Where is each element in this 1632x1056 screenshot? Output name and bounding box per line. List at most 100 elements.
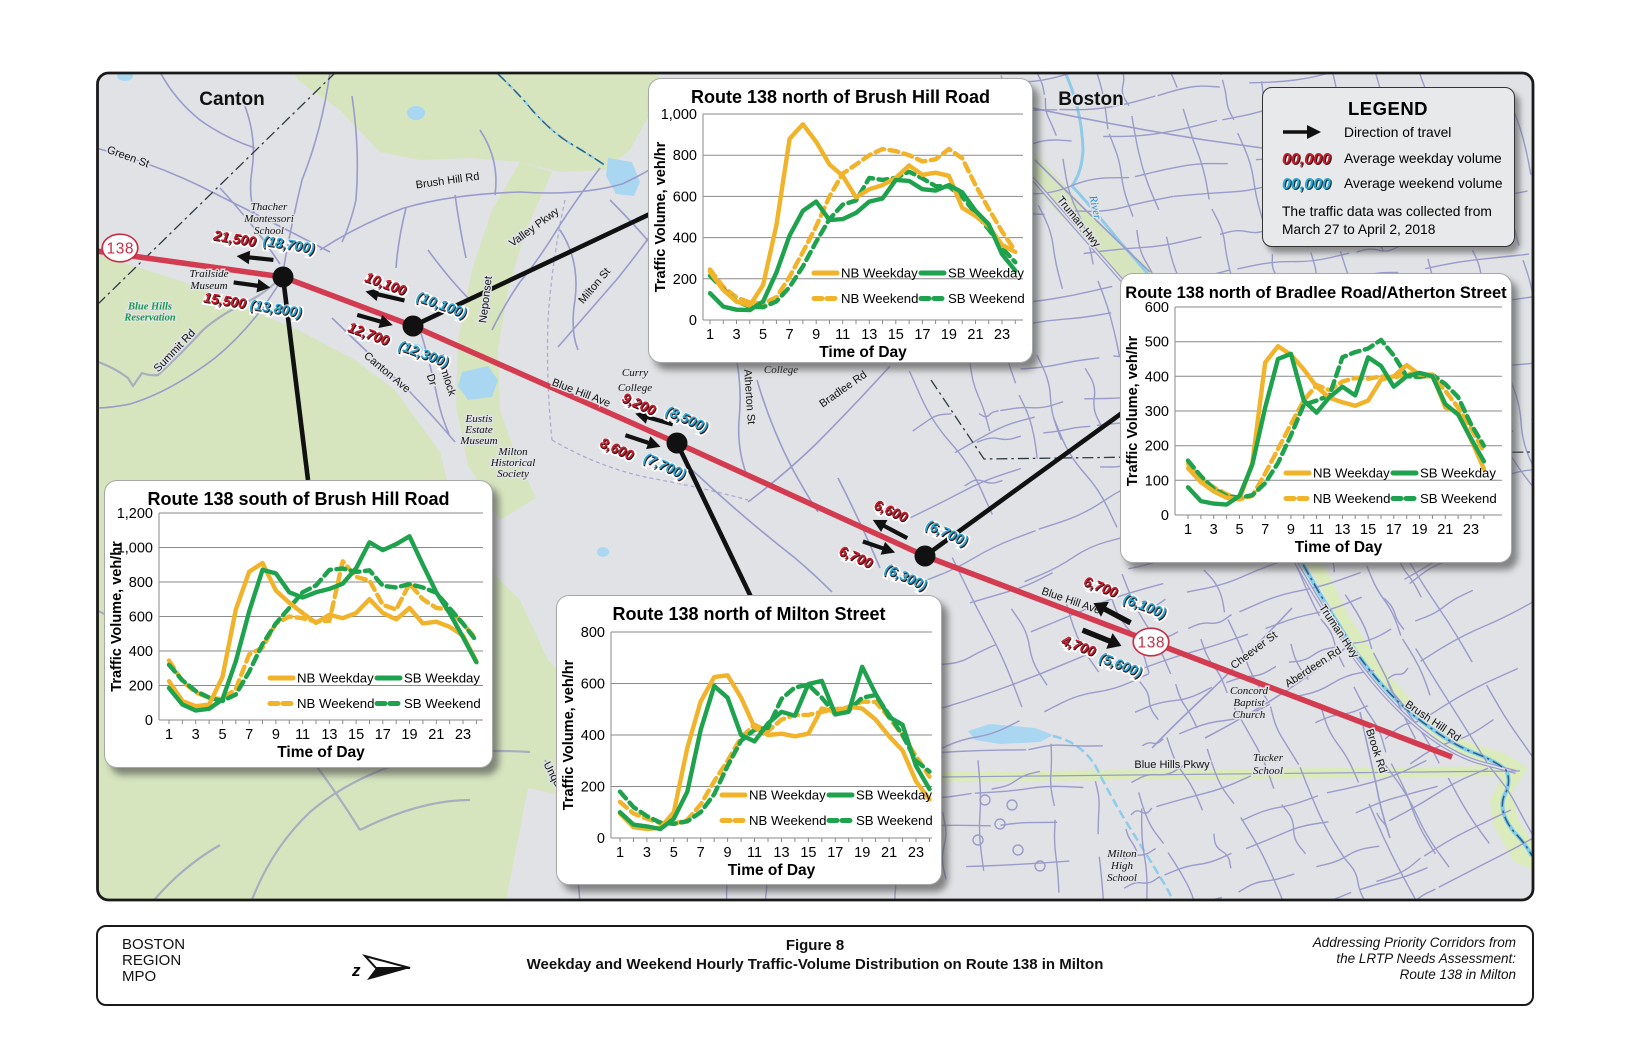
svg-text:7: 7 (786, 327, 794, 343)
svg-text:13: 13 (861, 327, 877, 343)
svg-text:17: 17 (375, 727, 391, 743)
svg-text:15: 15 (1360, 522, 1376, 538)
svg-text:1: 1 (165, 727, 173, 743)
svg-text:23: 23 (908, 845, 924, 861)
svg-text:300: 300 (1145, 404, 1169, 420)
svg-text:600: 600 (673, 189, 697, 205)
svg-text:Traffic Volume, veh/hr: Traffic Volume, veh/hr (653, 141, 669, 292)
svg-text:Blue Hills: Blue Hills (127, 302, 172, 313)
svg-text:15: 15 (800, 845, 816, 861)
svg-text:Trailside: Trailside (189, 268, 228, 280)
svg-text:13: 13 (1334, 522, 1350, 538)
svg-text:21: 21 (1437, 522, 1453, 538)
svg-text:5: 5 (1235, 522, 1243, 538)
svg-text:Church: Church (1233, 709, 1266, 721)
svg-text:The traffic data was collected: The traffic data was collected from (1282, 204, 1492, 219)
svg-text:SB Weekday: SB Weekday (948, 266, 1024, 281)
svg-text:5: 5 (670, 845, 678, 861)
svg-text:7: 7 (245, 727, 253, 743)
svg-text:1,000: 1,000 (117, 541, 153, 557)
svg-text:Reservation: Reservation (123, 313, 175, 324)
svg-text:400: 400 (1145, 369, 1169, 385)
svg-text:500: 500 (1145, 335, 1169, 351)
svg-text:9: 9 (724, 845, 732, 861)
svg-text:Average weekend volume: Average weekend volume (1344, 176, 1503, 191)
svg-text:21,500: 21,500 (211, 227, 257, 250)
svg-text:400: 400 (581, 728, 605, 744)
svg-text:NB Weekend: NB Weekend (1313, 491, 1390, 506)
svg-text:0: 0 (145, 713, 153, 729)
svg-text:21: 21 (967, 327, 983, 343)
svg-text:3: 3 (732, 327, 740, 343)
svg-text:NB Weekend: NB Weekend (841, 291, 918, 306)
svg-text:11: 11 (747, 845, 762, 861)
svg-text:23: 23 (1463, 522, 1479, 538)
svg-text:LEGEND: LEGEND (1348, 98, 1428, 119)
svg-text:1: 1 (706, 327, 714, 343)
svg-text:Museum: Museum (459, 435, 497, 447)
svg-text:SB Weekday: SB Weekday (404, 671, 480, 686)
svg-text:7: 7 (697, 845, 705, 861)
svg-text:15,500: 15,500 (202, 289, 247, 312)
svg-text:800: 800 (129, 575, 153, 591)
svg-text:College: College (618, 382, 652, 394)
svg-text:600: 600 (581, 677, 605, 693)
svg-text:9: 9 (812, 327, 820, 343)
svg-text:SB Weekend: SB Weekend (856, 813, 933, 828)
svg-text:21: 21 (881, 845, 897, 861)
svg-text:NB Weekday: NB Weekday (297, 671, 374, 686)
svg-text:SB Weekend: SB Weekend (1420, 491, 1497, 506)
svg-text:800: 800 (673, 148, 697, 164)
svg-text:19: 19 (401, 727, 417, 743)
svg-text:11: 11 (1309, 522, 1324, 538)
svg-text:Society: Society (497, 468, 529, 480)
svg-text:19: 19 (941, 327, 957, 343)
svg-text:200: 200 (129, 679, 153, 695)
svg-text:High: High (1110, 860, 1134, 872)
svg-text:00,000: 00,000 (1282, 151, 1331, 168)
svg-text:Museum: Museum (189, 280, 227, 292)
svg-text:Concord: Concord (1230, 685, 1269, 697)
svg-text:Blue Hills Pkwy: Blue Hills Pkwy (1134, 759, 1210, 771)
svg-text:5: 5 (759, 327, 767, 343)
svg-text:19: 19 (854, 845, 870, 861)
svg-text:Estate: Estate (464, 424, 493, 436)
svg-text:21: 21 (428, 727, 444, 743)
svg-text:School: School (1253, 765, 1283, 777)
svg-text:Traffic Volume, veh/hr: Traffic Volume, veh/hr (1125, 335, 1141, 486)
svg-text:13: 13 (321, 727, 337, 743)
svg-text:Route 138 north of Bradlee Roa: Route 138 north of Bradlee Road/Atherton… (1125, 284, 1507, 302)
svg-text:138: 138 (107, 241, 134, 258)
svg-text:SB Weekday: SB Weekday (856, 788, 932, 803)
svg-text:00,000: 00,000 (1283, 177, 1332, 194)
svg-text:z: z (352, 961, 361, 980)
svg-text:Time of Day: Time of Day (1295, 539, 1383, 556)
svg-text:13: 13 (773, 845, 789, 861)
svg-text:200: 200 (581, 780, 605, 796)
svg-text:Traffic Volume, veh/hr: Traffic Volume, veh/hr (109, 541, 125, 692)
svg-text:9: 9 (1287, 522, 1295, 538)
svg-text:Atherton St: Atherton St (741, 369, 757, 425)
svg-text:600: 600 (129, 610, 153, 626)
svg-text:Eustis: Eustis (465, 413, 493, 425)
svg-text:11: 11 (295, 727, 310, 743)
svg-text:15: 15 (888, 327, 904, 343)
svg-text:Time of Day: Time of Day (277, 744, 365, 761)
svg-text:Traffic Volume, veh/hr: Traffic Volume, veh/hr (561, 659, 577, 810)
svg-text:0: 0 (597, 831, 605, 847)
svg-text:0: 0 (1161, 508, 1169, 524)
svg-text:School: School (1107, 872, 1137, 884)
svg-text:1: 1 (1184, 522, 1192, 538)
svg-text:100: 100 (1145, 473, 1169, 489)
svg-text:200: 200 (1145, 439, 1169, 455)
svg-text:Route 138 north of Brush Hill: Route 138 north of Brush Hill Road (691, 87, 990, 107)
svg-text:23: 23 (994, 327, 1010, 343)
svg-text:7: 7 (1261, 522, 1269, 538)
svg-text:College: College (764, 364, 798, 376)
svg-text:Thacher: Thacher (251, 201, 288, 213)
svg-text:00,000: 00,000 (1283, 152, 1332, 169)
svg-text:Route 138 south of Brush Hill: Route 138 south of Brush Hill Road (147, 489, 449, 509)
svg-text:Time of Day: Time of Day (819, 344, 907, 361)
svg-text:17: 17 (914, 327, 930, 343)
svg-text:600: 600 (1145, 300, 1169, 316)
